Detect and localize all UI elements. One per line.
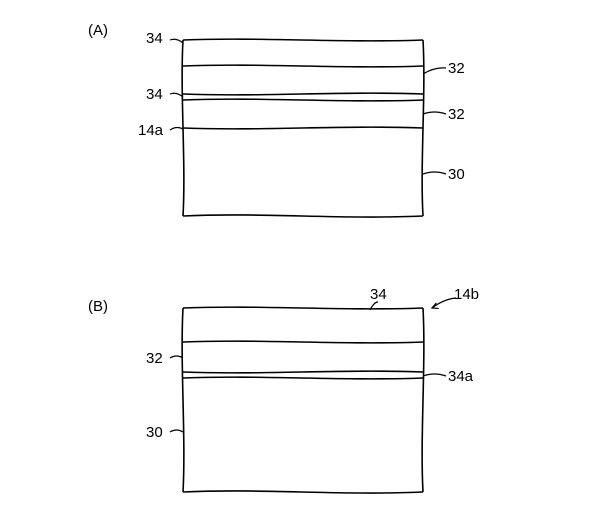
ref-numeral: 14b — [454, 286, 479, 303]
layer-boundary — [183, 93, 423, 95]
layer-boundary — [183, 371, 423, 373]
slab-bottom-edge — [183, 491, 423, 493]
slab-top-edge — [183, 307, 423, 309]
ref-numeral: 30 — [146, 424, 163, 441]
layer-boundary — [183, 65, 423, 67]
panel-tag: (A) — [88, 22, 108, 39]
ref-numeral: 34 — [146, 86, 163, 103]
layer-boundary — [183, 377, 423, 379]
leader-line — [170, 39, 183, 43]
leader-line — [170, 127, 183, 130]
slab-bottom-edge — [183, 215, 423, 217]
ref-numeral: 30 — [448, 166, 465, 183]
layer-boundary — [183, 341, 423, 343]
diagram-canvas — [0, 0, 598, 520]
ref-numeral: 32 — [448, 106, 465, 123]
panel-tag: (B) — [88, 298, 108, 315]
slab-right-edge — [422, 308, 424, 492]
ref-numeral: 34a — [448, 368, 473, 385]
leader-line — [170, 93, 183, 97]
leader-line — [170, 356, 183, 358]
leader-line — [423, 374, 446, 376]
leader-line — [423, 112, 446, 114]
leader-line — [423, 172, 446, 174]
ref-numeral: 14a — [138, 122, 163, 139]
ref-numeral: 32 — [146, 350, 163, 367]
layer-boundary — [183, 99, 423, 101]
ref-numeral: 32 — [448, 60, 465, 77]
leader-line — [170, 430, 183, 432]
leader-line — [423, 68, 446, 74]
slab-left-edge — [182, 308, 184, 492]
ref-numeral: 34 — [146, 30, 163, 47]
slab-top-edge — [183, 39, 423, 41]
ref-numeral: 34 — [370, 286, 387, 303]
layer-boundary — [183, 127, 423, 129]
